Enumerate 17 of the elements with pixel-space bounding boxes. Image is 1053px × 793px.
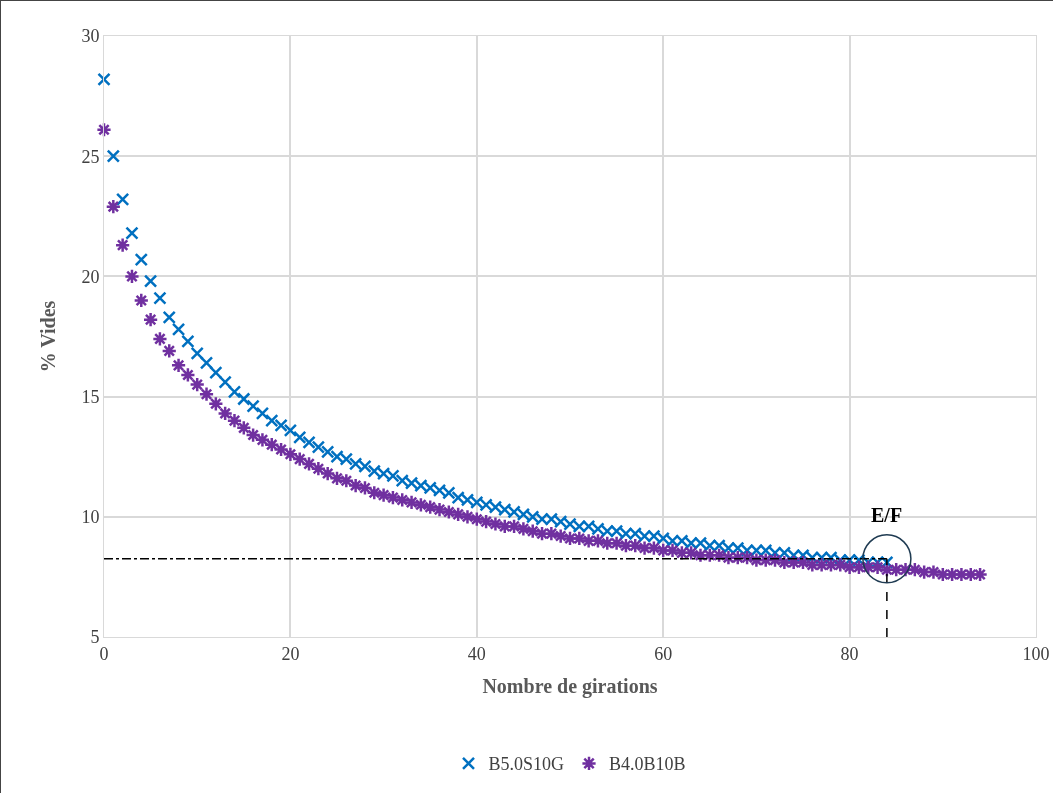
legend-label: B5.0S10G xyxy=(488,754,565,775)
x-tick-label: 0 xyxy=(99,643,109,664)
y-tick-label: 10 xyxy=(81,507,100,528)
annotation: E/F xyxy=(871,504,903,526)
y-axis-title: % Vides xyxy=(36,300,59,373)
x-tick-label: 40 xyxy=(467,643,486,664)
x-tick-label: 100 xyxy=(1022,643,1050,664)
y-tick-label: 25 xyxy=(81,146,100,167)
y-tick-label: 20 xyxy=(81,266,100,287)
x-tick-label: 60 xyxy=(654,643,673,664)
x-tick-label: 80 xyxy=(840,643,859,664)
y-tick-label: 30 xyxy=(81,26,100,47)
x-tick-label: 20 xyxy=(281,643,300,664)
y-tick-label: 15 xyxy=(81,386,100,407)
y-tick-label: 5 xyxy=(90,627,100,648)
x-axis-title: Nombre de girations xyxy=(482,675,658,699)
legend-label: B4.0B10B xyxy=(609,754,686,775)
